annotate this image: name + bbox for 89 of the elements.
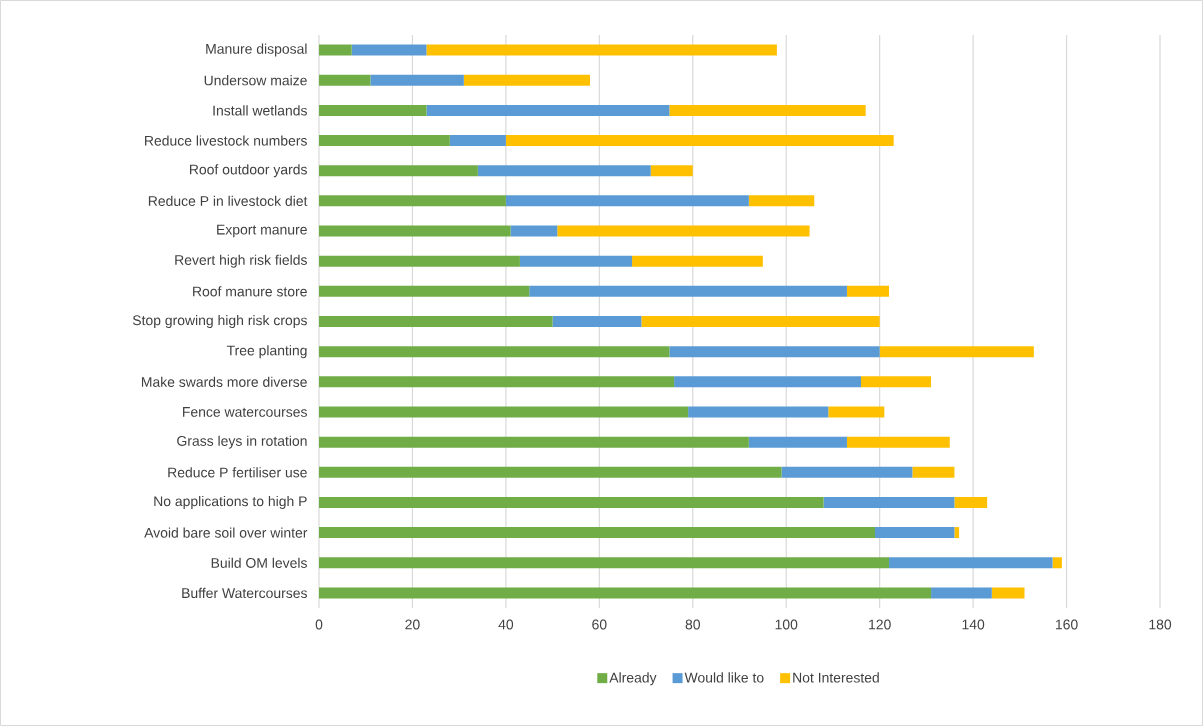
bar	[846, 436, 950, 448]
y-tick-label: Revert high risk fields	[175, 254, 307, 268]
y-tick-label: Tree planting	[226, 345, 307, 359]
x-tick-label: 120	[869, 619, 891, 630]
bar	[449, 135, 506, 147]
bar	[319, 225, 511, 237]
legend-label: Already	[609, 672, 657, 686]
bar	[912, 466, 955, 478]
bar	[319, 285, 530, 297]
bar	[552, 316, 642, 327]
bar	[319, 376, 675, 388]
bar	[477, 165, 651, 177]
x-tick-label: 60	[592, 619, 607, 630]
bar	[781, 466, 913, 478]
y-tick-label: No applications to high P	[154, 495, 307, 509]
x-tick-label: 180	[1149, 619, 1172, 630]
bar	[505, 135, 894, 147]
bar	[529, 285, 847, 297]
bar	[669, 346, 880, 358]
bar	[319, 557, 890, 569]
bar	[828, 406, 885, 418]
bar	[669, 104, 866, 116]
bar	[319, 316, 553, 327]
y-tick-label: Stop growing high risk crops	[132, 315, 307, 328]
bar	[650, 165, 693, 177]
bar	[463, 74, 590, 86]
y-tick-label: Export manure	[217, 224, 307, 238]
x-tick-label: 40	[498, 619, 514, 630]
x-tick-label: 0	[315, 619, 323, 630]
x-tick-label: 20	[405, 619, 420, 630]
bar	[351, 44, 427, 56]
y-tick-label: Make swards more diverse	[141, 376, 307, 387]
bar	[319, 255, 520, 267]
bar	[674, 376, 861, 388]
legend-label: Would like to	[684, 672, 764, 683]
y-tick-label: Reduce P in livestock diet	[148, 195, 308, 206]
bar	[319, 74, 371, 86]
bar	[748, 436, 847, 448]
bar	[426, 104, 670, 116]
y-tick-label: Manure disposal	[206, 43, 307, 57]
bar	[426, 44, 777, 56]
y-tick-label: Buffer Watercourses	[182, 587, 307, 599]
bar	[860, 376, 932, 388]
y-tick-label: Roof outdoor yards	[190, 164, 307, 178]
bar	[823, 496, 955, 508]
bar	[748, 195, 815, 207]
bar	[1052, 557, 1062, 569]
bar	[688, 406, 829, 418]
bar	[954, 527, 960, 539]
bar	[370, 74, 464, 86]
bar	[319, 466, 782, 478]
x-tick-label: 140	[962, 619, 985, 630]
bar	[557, 225, 810, 237]
y-tick-label: Fence watercourses	[183, 407, 307, 417]
y-tick-label: Install wetlands	[213, 105, 307, 116]
bar	[505, 195, 749, 207]
bar	[319, 527, 875, 539]
x-tick-label: 100	[775, 619, 798, 630]
bar	[889, 557, 1053, 569]
bar	[519, 255, 633, 267]
y-tick-label: Avoid bare soil over winter	[144, 527, 308, 538]
bar	[954, 496, 988, 508]
bar	[319, 104, 427, 116]
bar	[846, 285, 890, 297]
bar	[319, 587, 932, 599]
bar	[879, 346, 1034, 358]
bar	[319, 346, 670, 358]
y-tick-label: Roof manure store	[193, 286, 307, 297]
y-tick-label: Grass leys in rotation	[177, 435, 307, 449]
x-tick-label: 160	[1055, 619, 1078, 630]
bar	[632, 255, 763, 267]
bar	[510, 225, 558, 237]
bar	[875, 527, 955, 539]
bar	[319, 165, 478, 177]
bar	[319, 496, 824, 508]
bar	[319, 44, 352, 56]
y-tick-label: Build OM levels	[211, 557, 307, 568]
y-tick-label: Reduce P fertiliser use	[168, 467, 307, 478]
bar	[319, 436, 749, 448]
bar	[931, 587, 992, 599]
bar	[319, 195, 506, 207]
y-tick-label: Reduce livestock numbers	[145, 135, 307, 146]
x-tick-label: 80	[685, 619, 700, 630]
bar	[319, 406, 689, 418]
bar	[991, 587, 1025, 599]
y-tick-label: Undersow maize	[204, 75, 307, 86]
bar	[641, 316, 880, 327]
bar	[319, 135, 450, 147]
legend-label: Not Interested	[793, 672, 879, 683]
